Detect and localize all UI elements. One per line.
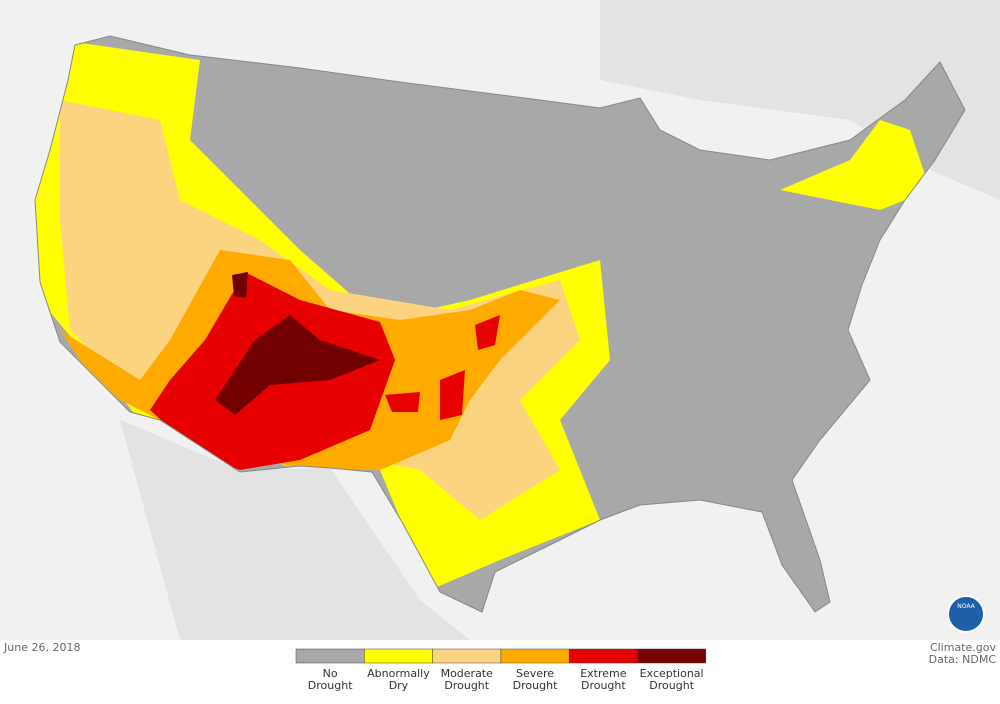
logo-text: NOAA xyxy=(957,603,975,610)
date: June 26, 2018 xyxy=(3,641,80,654)
legend-label: Drought xyxy=(649,679,694,692)
us-map xyxy=(35,36,965,612)
legend-swatch xyxy=(432,648,502,664)
legend-swatch xyxy=(500,648,570,664)
legend-swatch xyxy=(637,648,707,664)
legend-label: Drought xyxy=(581,679,626,692)
mexico xyxy=(120,420,470,640)
legend-label: Extreme xyxy=(580,667,627,680)
legend-swatch xyxy=(568,648,638,664)
logo xyxy=(947,595,985,633)
legend: NoDroughtAbnormallyDryModerateDroughtSev… xyxy=(295,648,707,692)
legend-label: No xyxy=(323,667,338,680)
legend-label: Moderate xyxy=(441,667,494,680)
legend-label: Exceptional xyxy=(640,667,704,680)
legend-label: Drought xyxy=(444,679,489,692)
legend-label: Abnormally xyxy=(367,667,430,680)
legend-swatch xyxy=(364,648,433,664)
legend-label: Severe xyxy=(516,667,554,680)
legend-label: Drought xyxy=(308,679,353,692)
dry-northeast xyxy=(780,120,930,210)
credit: Climate.gov xyxy=(930,641,997,654)
legend-label: Drought xyxy=(513,679,558,692)
credit: Data: NDMC xyxy=(929,653,997,666)
legend-label: Dry xyxy=(389,679,409,692)
legend-swatch xyxy=(295,648,365,664)
exceptional xyxy=(215,272,380,415)
